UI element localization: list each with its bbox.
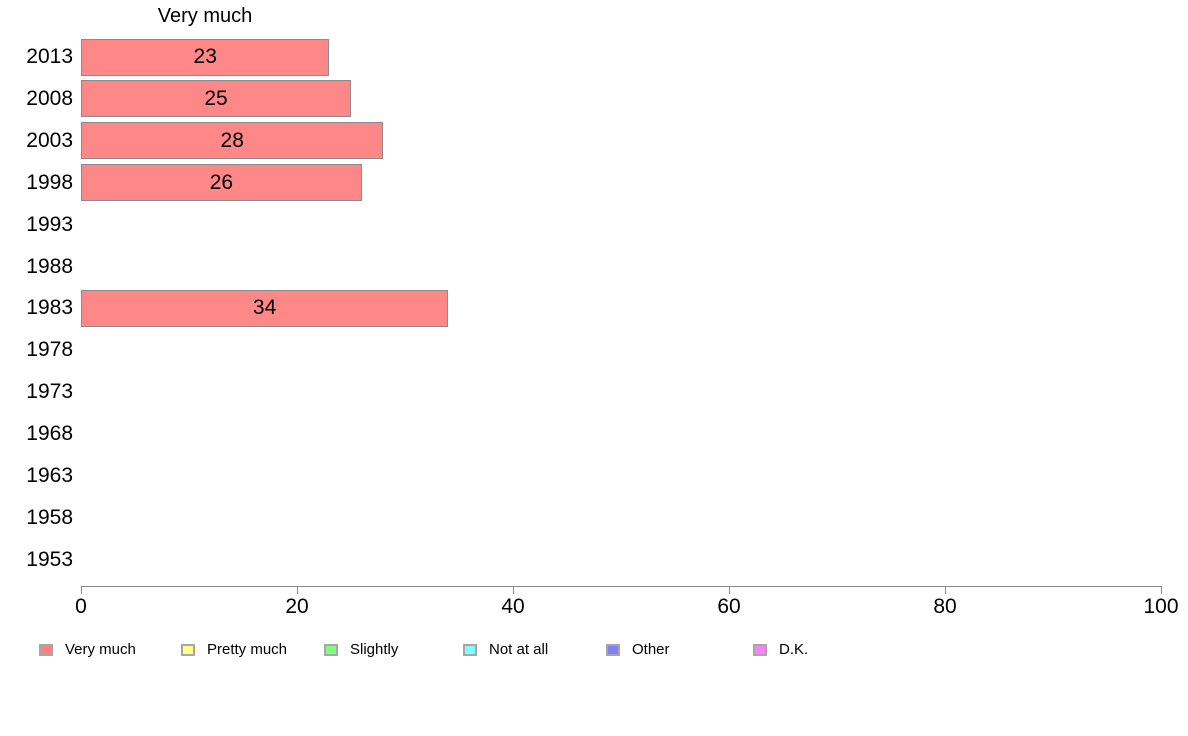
legend-item: Pretty much <box>181 642 287 658</box>
bar: 23 <box>81 38 330 76</box>
y-axis-label: 1998 <box>26 170 73 194</box>
legend-swatch <box>753 644 767 656</box>
bar: 34 <box>81 289 449 327</box>
legend-item: Very much <box>39 642 136 658</box>
x-axis-tick <box>81 586 82 594</box>
y-axis-label: 2003 <box>26 128 73 152</box>
x-axis-tick-label: 40 <box>501 595 525 618</box>
legend-swatch <box>606 644 620 656</box>
legend-label: Other <box>632 641 670 658</box>
bar: 28 <box>81 122 384 160</box>
y-axis-label: 1978 <box>26 338 73 362</box>
legend-swatch <box>463 644 477 656</box>
legend-label: D.K. <box>779 641 809 658</box>
bar: 25 <box>81 80 351 118</box>
y-axis-label: 1968 <box>26 422 73 446</box>
x-axis-tick-label: 20 <box>285 595 309 618</box>
bar-value-label: 28 <box>220 128 244 152</box>
legend-item: D.K. <box>753 642 808 658</box>
x-axis-tick-label: 60 <box>717 595 741 618</box>
y-axis-label: 1973 <box>26 380 73 404</box>
x-axis-tick-label: 0 <box>75 595 87 618</box>
bar-value-label: 25 <box>204 86 228 110</box>
legend-swatch <box>39 644 53 656</box>
legend-item: Not at all <box>463 642 548 658</box>
bar: 26 <box>81 164 362 202</box>
x-axis-tick-label: 100 <box>1143 595 1179 618</box>
bar-value-label: 26 <box>209 170 234 194</box>
y-axis-label: 1983 <box>26 296 73 320</box>
x-axis-line <box>81 586 1161 587</box>
legend-item: Other <box>606 642 670 658</box>
x-axis-tick <box>729 586 730 594</box>
chart-title: Very much <box>157 5 253 27</box>
legend-item: Slightly <box>324 642 398 658</box>
legend-swatch <box>181 644 195 656</box>
y-axis-label: 1988 <box>26 254 73 278</box>
y-axis-label: 2008 <box>26 86 73 110</box>
legend-swatch <box>324 644 338 656</box>
y-axis-label: 2013 <box>26 45 73 68</box>
bar-value-label: 34 <box>252 296 277 320</box>
bar-value-label: 23 <box>193 45 217 68</box>
legend-label: Very much <box>65 641 136 658</box>
legend-label: Not at all <box>489 641 549 658</box>
legend-label: Pretty much <box>207 641 288 658</box>
x-axis-tick <box>1161 586 1162 594</box>
x-axis-tick <box>945 586 946 594</box>
y-axis-label: 1958 <box>26 505 73 529</box>
y-axis-label: 1953 <box>26 547 73 571</box>
x-axis-tick <box>513 586 514 594</box>
x-axis-tick <box>297 586 298 594</box>
x-axis-tick-label: 80 <box>933 595 957 618</box>
y-axis-label: 1993 <box>26 212 73 236</box>
legend-label: Slightly <box>350 641 399 658</box>
y-axis-label: 1963 <box>26 464 73 487</box>
